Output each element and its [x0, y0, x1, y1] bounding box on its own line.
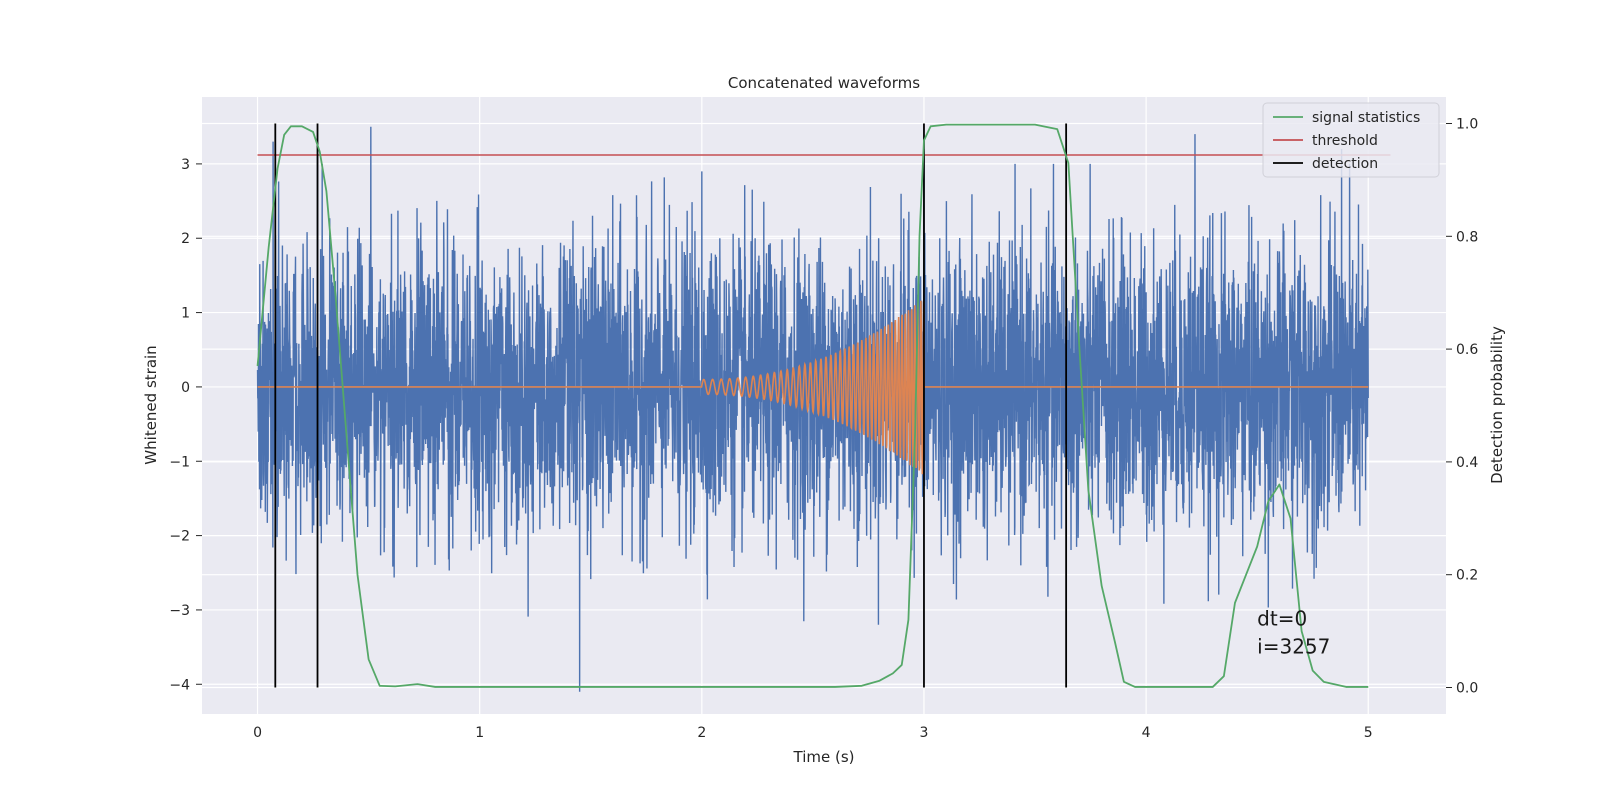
y-tick-label: −4	[169, 677, 190, 693]
legend: signal statistics threshold detection	[1262, 102, 1440, 178]
y2-axis-ticks: 1.0 0.8 0.6 0.4 0.2 0.0	[1446, 117, 1478, 696]
legend-box	[1262, 102, 1440, 178]
y-axis-ticks: 3 2 1 0 −1 −2 −3 −4	[169, 157, 202, 693]
annotations: dt=0 i=3257	[1257, 606, 1330, 658]
signal-statistics-line	[256, 123, 1369, 688]
y-tick-label: 0	[181, 380, 190, 396]
y-tick-label: −2	[169, 529, 190, 545]
legend-label: threshold	[1312, 133, 1378, 149]
x-tick-label: 5	[1364, 725, 1373, 741]
series-layer	[256, 123, 1391, 692]
legend-label: signal statistics	[1312, 110, 1420, 126]
chart-title: Concatenated waveforms	[728, 74, 920, 92]
x-tick-label: 0	[253, 725, 262, 741]
x-axis-label: Time (s)	[793, 748, 855, 766]
x-axis-ticks: 0 1 2 3 4 5	[253, 725, 1373, 741]
x-tick-label: 2	[697, 725, 706, 741]
y-axis-label: Whitened strain	[142, 345, 160, 464]
y2-tick-label: 0.6	[1456, 342, 1478, 358]
y2-tick-label: 0.8	[1456, 229, 1478, 245]
annotation-text: i=3257	[1257, 635, 1330, 659]
x-tick-label: 1	[475, 725, 484, 741]
y-tick-label: 1	[181, 306, 190, 322]
legend-label: detection	[1312, 156, 1378, 172]
y-tick-label: −1	[169, 454, 190, 470]
y2-tick-label: 0.4	[1456, 455, 1478, 471]
y2-axis-label: Detection probability	[1488, 326, 1506, 484]
noise-series-line	[256, 126, 1369, 692]
x-tick-label: 3	[920, 725, 929, 741]
y-tick-label: 2	[181, 231, 190, 247]
annotation-text: dt=0	[1257, 606, 1307, 630]
x-tick-label: 4	[1142, 725, 1151, 741]
chirp-series-line	[257, 300, 1369, 475]
y2-tick-label: 0.2	[1456, 568, 1478, 584]
y-tick-label: −3	[169, 603, 190, 619]
y2-tick-label: 1.0	[1456, 117, 1478, 133]
y2-tick-label: 0.0	[1456, 680, 1478, 696]
y-tick-label: 3	[181, 157, 190, 173]
